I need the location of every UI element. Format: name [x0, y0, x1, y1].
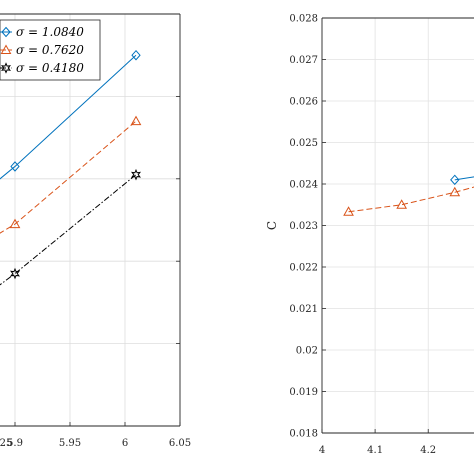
x-tick-label: 6.05 [169, 438, 191, 449]
y-tick-label: 0.026 [289, 97, 318, 108]
y-tick-label: 0.02 [296, 346, 318, 357]
legend-marker [0, 62, 12, 74]
y-tick-label: 0.019 [289, 387, 318, 398]
series-line-2 [0, 174, 137, 286]
x-tick-label: 25 [0, 438, 12, 449]
y-tick-label: 0.027 [289, 55, 318, 66]
legend: σ = 1.0840 σ = 0.7620 σ = 0.4180 [0, 19, 101, 81]
data-point [9, 267, 21, 280]
right-plot: 0.018 0.019 0.02 0.021 0.022 0.023 0.024 0.025 0… [265, 14, 474, 456]
data-point [449, 186, 461, 197]
legend-marker [1, 26, 11, 38]
y-tick-label: 0.021 [289, 304, 318, 315]
legend-entry: σ = 0.7620 [16, 43, 84, 57]
x-tick-label: 4.1 [367, 445, 383, 456]
y-tick-label: 0.028 [289, 14, 318, 25]
y-tick-label: 0.023 [289, 221, 318, 232]
x-tick-label: 5.9 [7, 438, 23, 449]
legend-entry: σ = 0.4180 [16, 61, 84, 75]
y-axis-label: C [265, 221, 279, 230]
legend-marker [0, 44, 12, 54]
x-tick-label: 4 [319, 445, 325, 456]
legend-entry: σ = 1.0840 [16, 25, 84, 39]
data-point [450, 174, 460, 186]
x-tick-label: 5.95 [59, 438, 81, 449]
data-point [131, 49, 141, 61]
series-line-0 [0, 54, 137, 180]
series-line-1 [0, 120, 137, 234]
data-point [130, 168, 142, 181]
data-point [9, 218, 21, 229]
data-point [130, 115, 142, 126]
series-line-0 [454, 176, 474, 181]
y-tick-label: 0.025 [289, 138, 318, 149]
x-tick-label: 4.2 [420, 445, 436, 456]
y-tick-label: 0.022 [289, 263, 318, 274]
data-point [396, 199, 408, 209]
x-tick-label: 6 [122, 438, 128, 449]
y-tick-label: 0.024 [289, 180, 318, 191]
data-point [343, 206, 354, 216]
y-tick-label: 0.018 [289, 429, 318, 440]
data-point [10, 161, 20, 172]
legend-box [0, 19, 101, 81]
left-plot: 255.9 5.95 6 6.05 σ = 1.0840 σ = 0.7620 σ = 0.… [0, 13, 191, 449]
